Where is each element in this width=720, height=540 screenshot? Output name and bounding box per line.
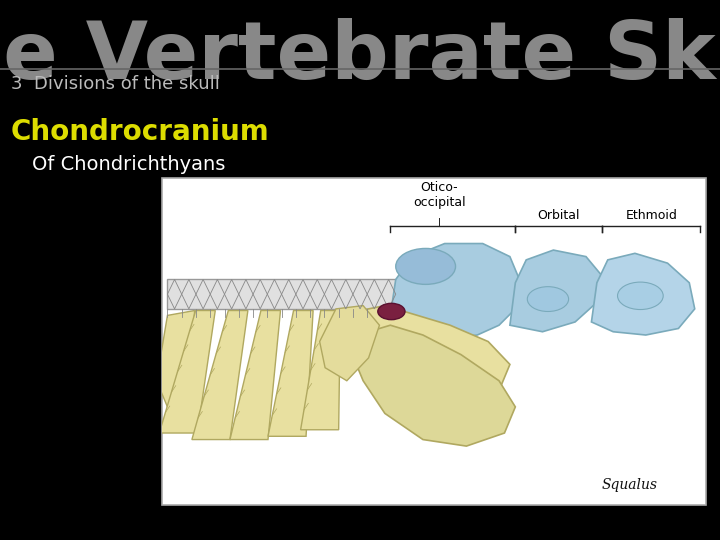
Polygon shape bbox=[352, 306, 510, 400]
Polygon shape bbox=[301, 310, 341, 430]
Text: Ethmoid: Ethmoid bbox=[625, 210, 678, 222]
Polygon shape bbox=[156, 310, 194, 407]
Text: Of Chondrichthyans: Of Chondrichthyans bbox=[32, 155, 226, 174]
Text: Squalus: Squalus bbox=[601, 478, 657, 492]
Polygon shape bbox=[192, 310, 248, 440]
Circle shape bbox=[618, 282, 663, 309]
Circle shape bbox=[527, 287, 569, 312]
Circle shape bbox=[396, 248, 456, 285]
Polygon shape bbox=[320, 306, 379, 381]
Text: Orbital: Orbital bbox=[538, 210, 580, 222]
Text: Chondrocranium: Chondrocranium bbox=[11, 118, 269, 146]
Polygon shape bbox=[230, 310, 281, 440]
Polygon shape bbox=[159, 310, 215, 433]
Polygon shape bbox=[510, 250, 603, 332]
Text: The Vertebrate Skull: The Vertebrate Skull bbox=[0, 18, 720, 96]
Polygon shape bbox=[168, 280, 396, 309]
Text: Otico-
occipital: Otico- occipital bbox=[413, 181, 466, 209]
Polygon shape bbox=[591, 253, 695, 335]
Text: 3  Divisions of the skull: 3 Divisions of the skull bbox=[11, 75, 220, 93]
Circle shape bbox=[378, 303, 405, 320]
Polygon shape bbox=[268, 310, 313, 436]
Polygon shape bbox=[352, 325, 516, 446]
FancyBboxPatch shape bbox=[162, 178, 706, 505]
Polygon shape bbox=[390, 244, 521, 338]
